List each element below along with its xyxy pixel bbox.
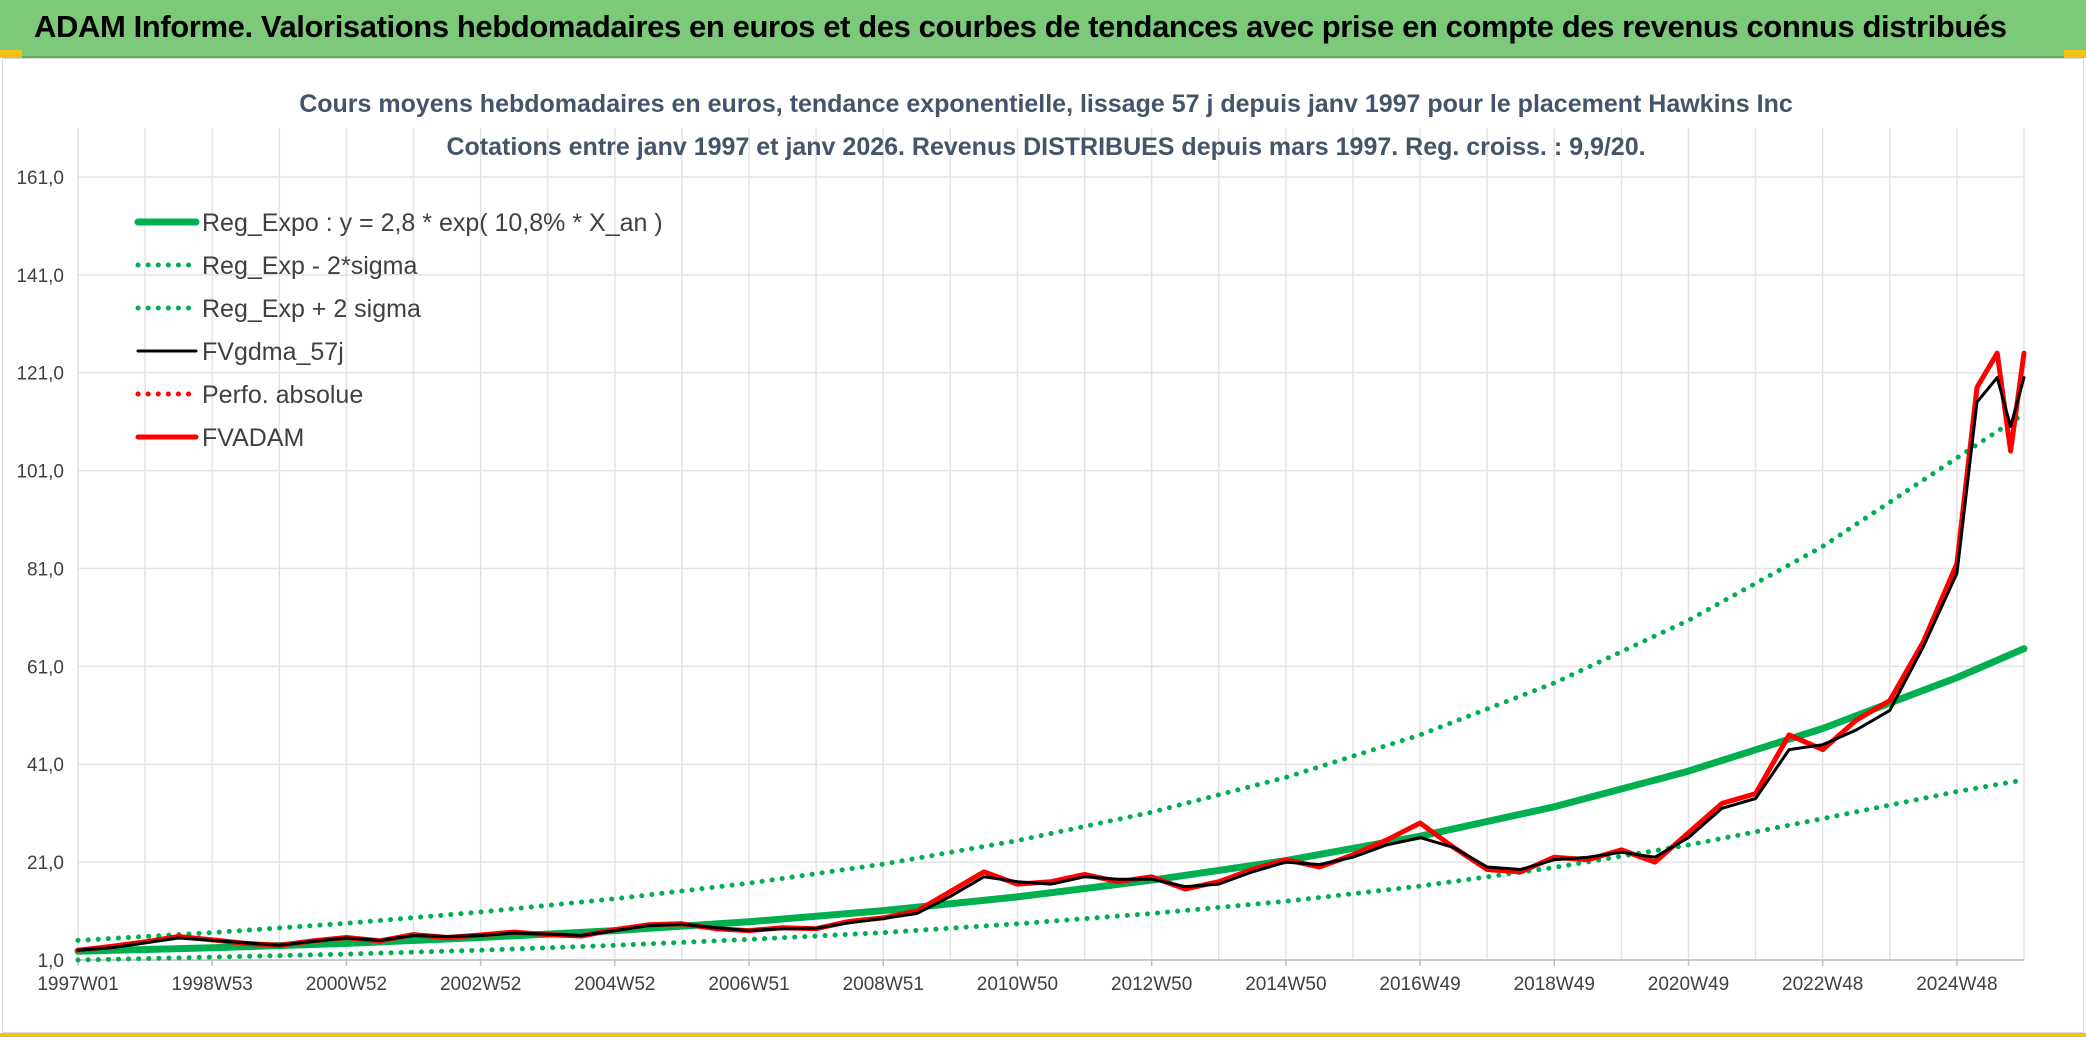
legend-entry: FVgdma_57j: [202, 338, 344, 366]
legend-entry: Reg_Exp + 2 sigma: [202, 295, 421, 323]
axes: 1,0 21,0 41,0 61,0 81,0 101,0 121,0 141,0 161,0 1…: [16, 168, 2024, 995]
legend-entry: FVADAM: [202, 424, 304, 452]
x-tick-label: 2002W52: [440, 974, 521, 995]
legend: Reg_Expo : y = 2,8 * exp( 10,8% * X_an )…: [134, 209, 663, 452]
x-tick-label: 2008W51: [843, 974, 924, 995]
x-tick-label: 1998W53: [172, 974, 253, 995]
y-tick-label: 1,0: [38, 951, 64, 972]
chart-title-line-2: Cotations entre janv 1997 et janv 2026. …: [446, 133, 1645, 161]
y-tick-label: 121,0: [16, 364, 64, 385]
x-tick-label: 2004W52: [574, 974, 655, 995]
chart-area: [2, 58, 2084, 1033]
y-tick-label: 161,0: [16, 168, 64, 189]
bottom-accent-bar: [0, 1033, 2086, 1037]
grid-lines: [77, 128, 2025, 961]
y-tick-label: 21,0: [27, 853, 64, 874]
header-bar: ADAM Informe. Valorisations hebdomadaire…: [0, 0, 2086, 58]
y-tick-label: 41,0: [27, 755, 64, 776]
series-line-1: [75, 777, 2027, 963]
x-tick-label: 2016W49: [1379, 974, 1460, 995]
x-tick-label: 2014W50: [1245, 974, 1326, 995]
series-line-0: [74, 645, 2028, 955]
header-corner-right: [2064, 50, 2086, 58]
x-tick-label: 2000W52: [306, 974, 387, 995]
y-tick-label: 61,0: [27, 657, 64, 678]
x-tick-label: 2006W51: [708, 974, 789, 995]
legend-entry: Reg_Exp - 2*sigma: [202, 252, 417, 280]
x-tick-label: 2024W48: [1916, 974, 1997, 995]
legend-entry: Reg_Expo : y = 2,8 * exp( 10,8% * X_an ): [202, 209, 663, 237]
x-tick-label: 2010W50: [977, 974, 1058, 995]
series-line-5: [75, 350, 2027, 953]
y-tick-label: 81,0: [27, 559, 64, 580]
page-title: ADAM Informe. Valorisations hebdomadaire…: [34, 9, 2007, 44]
chart-title-line-1: Cours moyens hebdomadaires en euros, ten…: [299, 90, 1793, 118]
header-corner-left: [0, 50, 22, 58]
x-tick-label: 2020W49: [1648, 974, 1729, 995]
x-tick-label: 1997W01: [37, 974, 118, 995]
series-line-3: [76, 376, 2026, 952]
x-tick-label: 2022W48: [1782, 974, 1863, 995]
series-lines: [74, 350, 2028, 963]
legend-entry: Perfo. absolue: [202, 381, 363, 409]
x-tick-label: 2012W50: [1111, 974, 1192, 995]
y-tick-label: 101,0: [16, 462, 64, 483]
y-tick-label: 141,0: [16, 266, 64, 287]
x-tick-label: 2018W49: [1514, 974, 1595, 995]
